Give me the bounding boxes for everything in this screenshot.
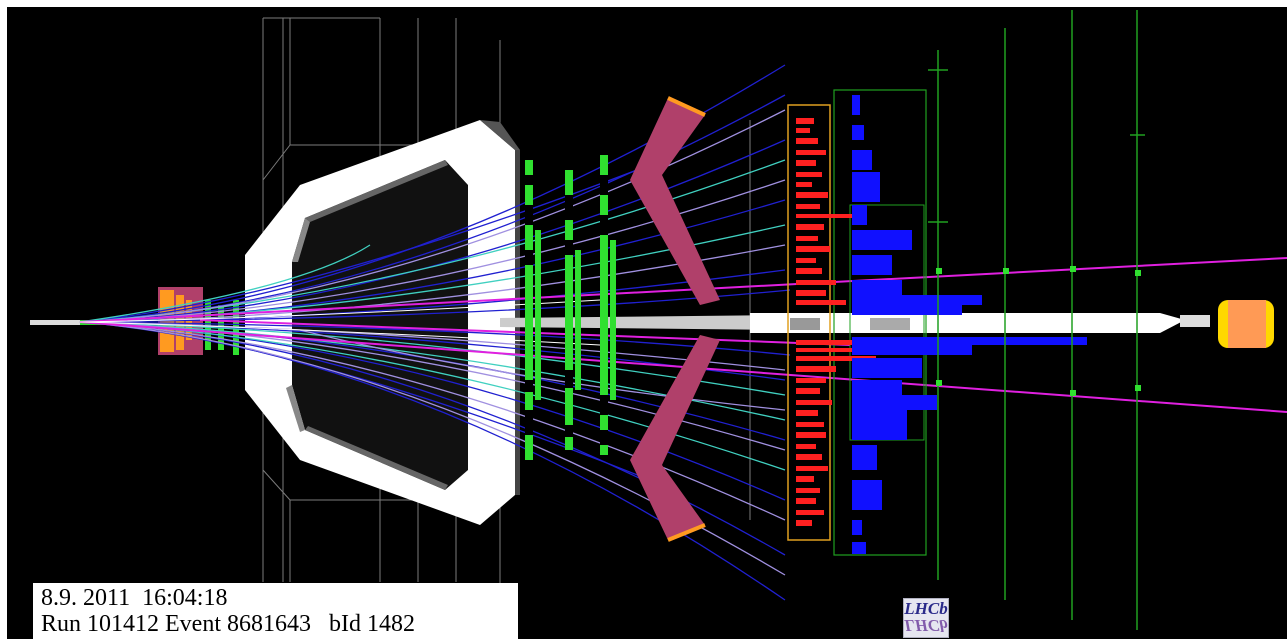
calorimeter-frames	[787, 89, 927, 556]
event-info-box: 8.9. 2011 16:04:18 Run 101412 Event 8681…	[33, 583, 518, 639]
tracking-hits	[525, 155, 616, 460]
logo-text: LHCb	[904, 599, 948, 618]
muon-hits	[936, 266, 1141, 396]
dipole-magnet	[245, 120, 520, 525]
logo-reflection: LHCb	[904, 616, 948, 635]
muon-stations	[928, 10, 1145, 630]
event-run-info: Run 101412 Event 8681643 bId 1482	[41, 611, 415, 637]
hcal-deposits	[852, 95, 1087, 554]
lhcb-logo-icon: LHCb LHCb	[903, 598, 949, 638]
tracking-hits-mask	[525, 175, 608, 445]
rich-mirrors	[630, 96, 720, 542]
event-date-time: 8.9. 2011 16:04:18	[41, 585, 228, 611]
far-end-coil	[1218, 300, 1274, 348]
